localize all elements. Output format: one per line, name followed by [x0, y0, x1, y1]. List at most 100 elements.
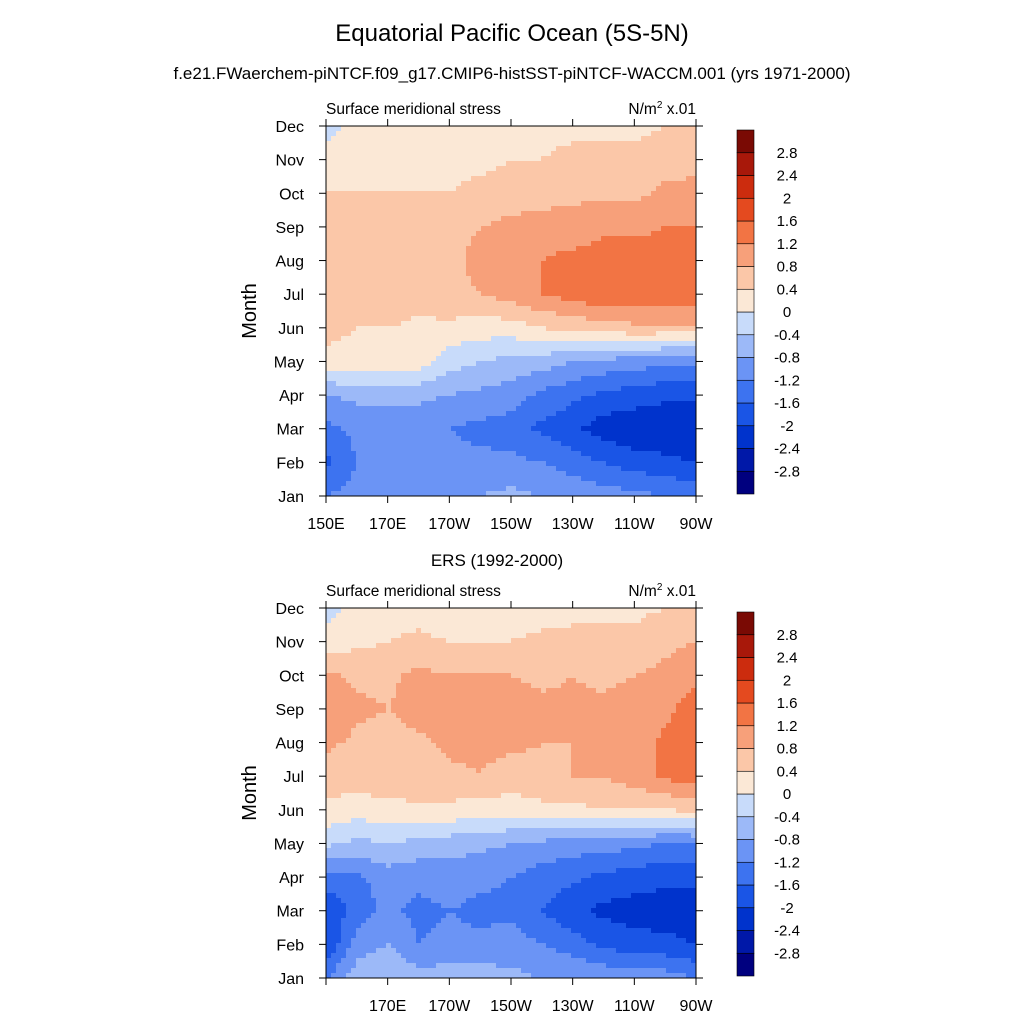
colorbar-box [736, 793, 755, 818]
colorbar-box [736, 470, 755, 495]
y-tick-label: Jan [278, 489, 304, 506]
x-tick-label: 170E [369, 998, 406, 1015]
y-tick-label: Jun [278, 321, 304, 338]
units-label: N/m2 x.01 [628, 582, 696, 600]
x-tick-label: 110W [614, 998, 656, 1015]
colorbar-box [736, 129, 755, 154]
colorbar-box [736, 448, 755, 472]
colorbar-label: -1.6 [774, 877, 800, 894]
variable-label: Surface meridional stress [326, 583, 501, 600]
colorbar-box [736, 907, 755, 931]
colorbar-box [736, 952, 755, 977]
colorbar-box [736, 357, 755, 381]
y-tick-label: Aug [276, 254, 304, 271]
x-tick-label: 110W [614, 516, 656, 533]
y-tick-label: Dec [276, 119, 304, 136]
colorbar-label: -0.4 [774, 809, 800, 826]
x-tick-label: 170W [428, 516, 471, 533]
colorbar-box [736, 816, 755, 840]
colorbar-box [736, 402, 755, 427]
x-tick-label: 150W [490, 998, 533, 1015]
y-tick-label: Nov [276, 635, 304, 652]
y-tick-label: Nov [276, 153, 304, 170]
y-tick-label: Apr [279, 388, 305, 405]
colorbar-box [736, 175, 755, 199]
colorbar-box [736, 311, 755, 336]
colorbar-box [736, 611, 755, 636]
y-tick-label: Oct [279, 668, 304, 685]
y-tick-label: Oct [279, 186, 304, 203]
chart-panel-2: Jan Feb Mar Apr May Jun Jul Aug Sep Oct Nov Dec 170E… [239, 551, 800, 1015]
y-tick-label: Apr [279, 870, 305, 887]
colorbar-label: -2.4 [774, 441, 800, 458]
y-tick-label: Feb [276, 937, 304, 954]
colorbar-box [736, 679, 755, 704]
colorbar-box [736, 243, 755, 267]
colorbar-box [736, 839, 755, 863]
x-tick-label: 170W [428, 998, 471, 1015]
colorbar-label: -0.8 [774, 350, 800, 367]
x-tick-label: 130W [552, 516, 595, 533]
panel-title: ERS (1992-2000) [431, 551, 563, 570]
x-tick-label: 130W [552, 998, 595, 1015]
y-tick-label: Jul [284, 287, 304, 304]
x-tick-label: 150W [490, 516, 533, 533]
colorbar-box [736, 930, 755, 954]
variable-label: Surface meridional stress [326, 101, 501, 118]
x-tick-label: 90W [680, 516, 714, 533]
colorbar-label: -2 [780, 418, 793, 435]
y-axis-label: Month [239, 283, 261, 339]
colorbar-label: -1.2 [774, 372, 800, 389]
colorbar: -2.8 -2.4 -2 -1.6 -1.2 -0.8 -0.4 0 0.4 0.8 1.2 1.6 2… [736, 129, 800, 495]
colorbar-label: -1.2 [774, 854, 800, 871]
colorbar: -2.8 -2.4 -2 -1.6 -1.2 -0.8 -0.4 0 0.4 0.8 1.2 1.6 2… [736, 611, 800, 977]
colorbar-label: 1.2 [777, 236, 798, 253]
colorbar-label: 0 [783, 304, 791, 321]
x-tick-label: 90W [680, 998, 714, 1015]
y-tick-label: Mar [276, 904, 304, 921]
colorbar-label: -0.8 [774, 832, 800, 849]
colorbar-label: -2 [780, 900, 793, 917]
y-axis-label: Month [239, 765, 261, 821]
colorbar-box [736, 288, 755, 313]
x-tick-label: 150E [307, 516, 344, 533]
colorbar-box [736, 425, 755, 449]
colorbar-label: 2 [783, 672, 791, 689]
y-tick-label: May [274, 354, 304, 371]
colorbar-label: 2.4 [777, 168, 798, 185]
colorbar-label: -2.8 [774, 463, 800, 480]
y-tick-label: Mar [276, 422, 304, 439]
colorbar-box [736, 657, 755, 681]
y-tick-label: May [274, 836, 304, 853]
colorbar-label: 0.8 [777, 741, 798, 758]
colorbar-box [736, 725, 755, 749]
colorbar-box [736, 197, 755, 222]
colorbar-box [736, 702, 755, 727]
units-label: N/m2 x.01 [628, 100, 696, 118]
colorbar-label: 2.4 [777, 650, 798, 667]
colorbar-label: 1.6 [777, 213, 798, 230]
colorbar-label: 1.2 [777, 718, 798, 735]
figure-title: Equatorial Pacific Ocean (5S-5N) [335, 20, 689, 47]
colorbar-box [736, 861, 755, 886]
contour-fill [326, 608, 696, 978]
colorbar-label: 1.6 [777, 695, 798, 712]
contour-fill [326, 126, 696, 496]
y-tick-label: Dec [276, 601, 304, 618]
colorbar-label: 0 [783, 786, 791, 803]
y-tick-label: Jul [284, 769, 304, 786]
colorbar-box [736, 379, 755, 404]
colorbar-box [736, 220, 755, 245]
colorbar-label: 0.8 [777, 259, 798, 276]
figure-subtitle: f.e21.FWaerchem-piNTCF.f09_g17.CMIP6-his… [173, 64, 851, 83]
colorbar-label: 0.4 [777, 763, 798, 780]
colorbar-label: 2.8 [777, 145, 798, 162]
y-tick-label: Jan [278, 971, 304, 988]
colorbar-box [736, 748, 755, 772]
colorbar-label: 2 [783, 190, 791, 207]
y-tick-label: Feb [276, 455, 304, 472]
colorbar-box [736, 884, 755, 909]
colorbar-box [736, 770, 755, 795]
y-tick-label: Jun [278, 803, 304, 820]
